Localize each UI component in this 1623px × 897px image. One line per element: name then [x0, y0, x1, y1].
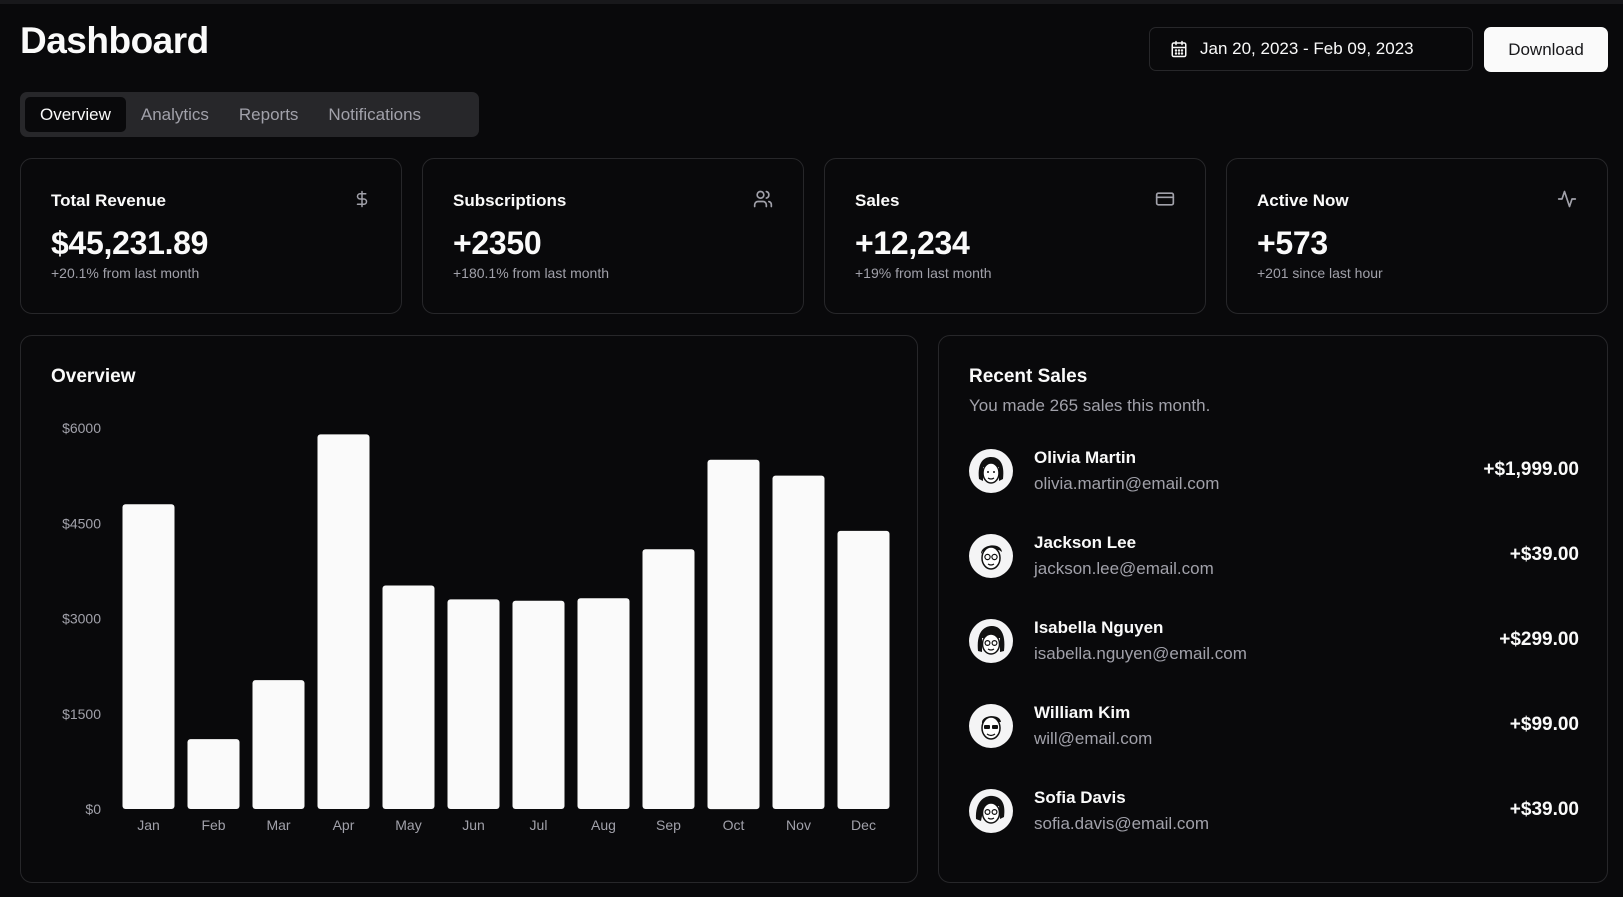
sale-row: Olivia Martin olivia.martin@email.com +$…	[969, 446, 1579, 496]
sale-amount: +$1,999.00	[1483, 459, 1579, 480]
x-tick-label: Mar	[266, 817, 290, 833]
y-tick-label: $4500	[62, 515, 101, 531]
x-tick-label: Jan	[137, 817, 160, 833]
chart-bar-jun	[447, 599, 500, 809]
x-tick-label: Sep	[656, 817, 681, 833]
stat-card-total-revenue: Total Revenue $45,231.89 +20.1% from las…	[20, 158, 402, 314]
customer-name: William Kim	[1034, 703, 1131, 722]
activity-icon	[1557, 190, 1577, 208]
avatar	[969, 534, 1013, 578]
chart-bar-jul	[512, 600, 565, 809]
customer-email: jackson.lee@email.com	[1034, 559, 1214, 578]
stat-value: +12,234	[855, 225, 970, 261]
sale-row: William Kim will@email.com +$99.00	[969, 701, 1579, 751]
credit-card-icon	[1155, 192, 1175, 206]
top-divider	[0, 0, 1623, 4]
x-tick-label: May	[395, 817, 421, 833]
y-tick-label: $1500	[62, 706, 101, 722]
chart-bar-oct	[707, 459, 760, 810]
chart-bar-jan	[122, 504, 175, 809]
tab-notifications[interactable]: Notifications	[328, 104, 422, 124]
download-button[interactable]: Download	[1484, 27, 1608, 72]
stat-value: $45,231.89	[51, 225, 209, 261]
customer-name: Isabella Nguyen	[1034, 618, 1164, 637]
recent-sales-description: You made 265 sales this month.	[969, 396, 1211, 415]
chart-bar-aug	[577, 598, 630, 809]
stat-label: Total Revenue	[51, 191, 166, 210]
avatar-image	[981, 545, 1002, 570]
overview-title: Overview	[51, 366, 136, 387]
stat-change: +20.1% from last month	[51, 265, 200, 281]
tab-list: Overview Analytics Reports Notifications	[20, 92, 479, 137]
x-tick-label: Feb	[201, 817, 225, 833]
chart-bar-sep	[642, 549, 695, 809]
stat-value: +573	[1257, 225, 1328, 261]
sale-amount: +$39.00	[1509, 544, 1579, 565]
customer-name: Sofia Davis	[1034, 788, 1126, 807]
users-icon	[753, 190, 773, 208]
chart-bar-nov	[772, 475, 825, 809]
stat-label: Sales	[855, 191, 900, 210]
sale-amount: +$99.00	[1509, 714, 1579, 735]
y-tick-label: $0	[85, 801, 101, 817]
sale-row: Sofia Davis sofia.davis@email.com +$39.0…	[969, 786, 1579, 836]
avatar	[969, 789, 1013, 833]
y-tick-label: $6000	[62, 420, 101, 436]
chart-bar-mar	[252, 680, 305, 809]
customer-email: olivia.martin@email.com	[1034, 474, 1220, 493]
recent-sales-title: Recent Sales	[969, 366, 1088, 387]
tab-reports[interactable]: Reports	[238, 104, 299, 124]
avatar-image	[978, 457, 1004, 484]
avatar	[969, 449, 1013, 493]
x-tick-label: Oct	[723, 817, 745, 833]
stat-card-sales: Sales +12,234 +19% from last month	[824, 158, 1206, 314]
customer-email: sofia.davis@email.com	[1034, 814, 1210, 833]
stat-label: Active Now	[1257, 191, 1349, 210]
stat-label: Subscriptions	[453, 191, 567, 210]
date-range-text: Jan 20, 2023 - Feb 09, 2023	[1200, 39, 1414, 58]
customer-name: Olivia Martin	[1034, 448, 1137, 467]
stat-change: +201 since last hour	[1257, 265, 1383, 281]
chart-bar-apr	[317, 434, 370, 809]
x-tick-label: Dec	[851, 817, 876, 833]
tab-overview[interactable]: Overview	[25, 97, 126, 132]
sale-row: Jackson Lee jackson.lee@email.com +$39.0…	[969, 531, 1579, 581]
x-tick-label: Nov	[786, 817, 811, 833]
x-tick-label: Aug	[591, 817, 616, 833]
avatar-image	[981, 716, 1001, 740]
stat-change: +180.1% from last month	[453, 265, 610, 281]
stat-card-active-now: Active Now +573 +201 since last hour	[1226, 158, 1608, 314]
chart-bar-may	[382, 585, 435, 809]
x-tick-label: Apr	[333, 817, 355, 833]
page-title: Dashboard	[20, 20, 209, 61]
stat-card-subscriptions: Subscriptions +2350 +180.1% from last mo…	[422, 158, 804, 314]
customer-email: will@email.com	[1034, 729, 1153, 748]
tab-analytics[interactable]: Analytics	[140, 104, 209, 124]
overview-card: Overview $0 $1500 $3000 $4500 $6000 Jan Feb Mar…	[20, 335, 918, 883]
sale-row: Isabella Nguyen isabella.nguyen@email.co…	[969, 616, 1579, 666]
customer-email: isabella.nguyen@email.com	[1034, 644, 1247, 663]
customer-name: Jackson Lee	[1034, 533, 1137, 552]
avatar-image	[977, 626, 1005, 655]
stat-change: +19% from last month	[855, 265, 992, 281]
recent-sales-card: Recent Sales You made 265 sales this mon…	[938, 335, 1608, 883]
avatar	[969, 619, 1013, 663]
sale-amount: +$299.00	[1499, 629, 1579, 650]
overview-bar-chart: $0 $1500 $3000 $4500 $6000 Jan Feb Mar Apr May Jun…	[62, 420, 890, 833]
avatar-image	[975, 795, 1005, 824]
chart-bar-feb	[187, 739, 240, 809]
date-range-picker[interactable]: Jan 20, 2023 - Feb 09, 2023	[1149, 27, 1473, 71]
calendar-icon	[1171, 40, 1187, 58]
stat-value: +2350	[453, 225, 542, 261]
x-tick-label: Jun	[462, 817, 485, 833]
y-tick-label: $3000	[62, 611, 101, 627]
chart-bar-dec	[837, 530, 890, 809]
avatar	[969, 704, 1013, 748]
x-tick-label: Jul	[530, 817, 548, 833]
dollar-icon	[356, 190, 368, 208]
sale-amount: +$39.00	[1509, 799, 1579, 820]
